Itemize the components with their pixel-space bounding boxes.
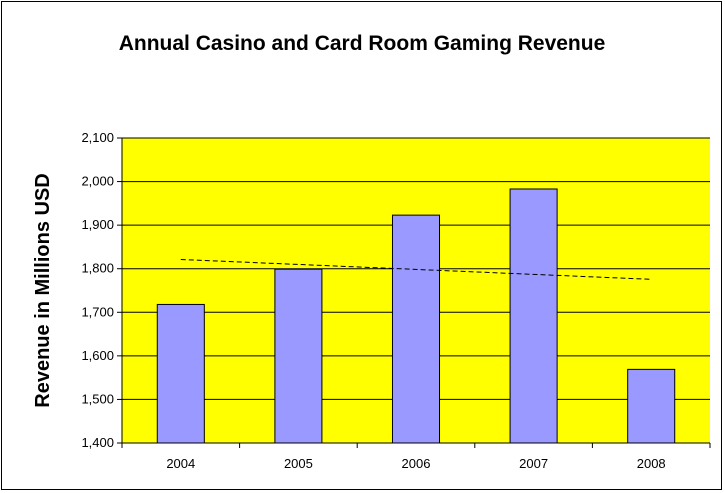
x-tick-label: 2004 (166, 456, 195, 471)
y-tick-label: 1,600 (81, 348, 114, 363)
x-tick-label: 2006 (402, 456, 431, 471)
y-tick-label: 1,900 (81, 217, 114, 232)
y-tick-label: 2,100 (81, 130, 114, 145)
y-tick-label: 1,800 (81, 261, 114, 276)
y-axis-title: Revenue in Millions USD (32, 173, 54, 407)
bar (156, 303, 205, 444)
y-tick-label: 1,700 (81, 304, 114, 319)
bar (274, 268, 323, 444)
y-tick-label: 2,000 (81, 174, 114, 189)
x-tick-label: 2008 (637, 456, 666, 471)
y-tick-label: 1,400 (81, 435, 114, 450)
x-tick-label: 2005 (284, 456, 313, 471)
bar (509, 188, 558, 444)
bar (627, 368, 676, 444)
chart-title: Annual Casino and Card Room Gaming Reven… (118, 32, 606, 55)
x-tick-label: 2007 (519, 456, 548, 471)
trendline (180, 258, 652, 280)
bar (391, 214, 441, 444)
y-tick-label: 1,500 (81, 391, 114, 406)
